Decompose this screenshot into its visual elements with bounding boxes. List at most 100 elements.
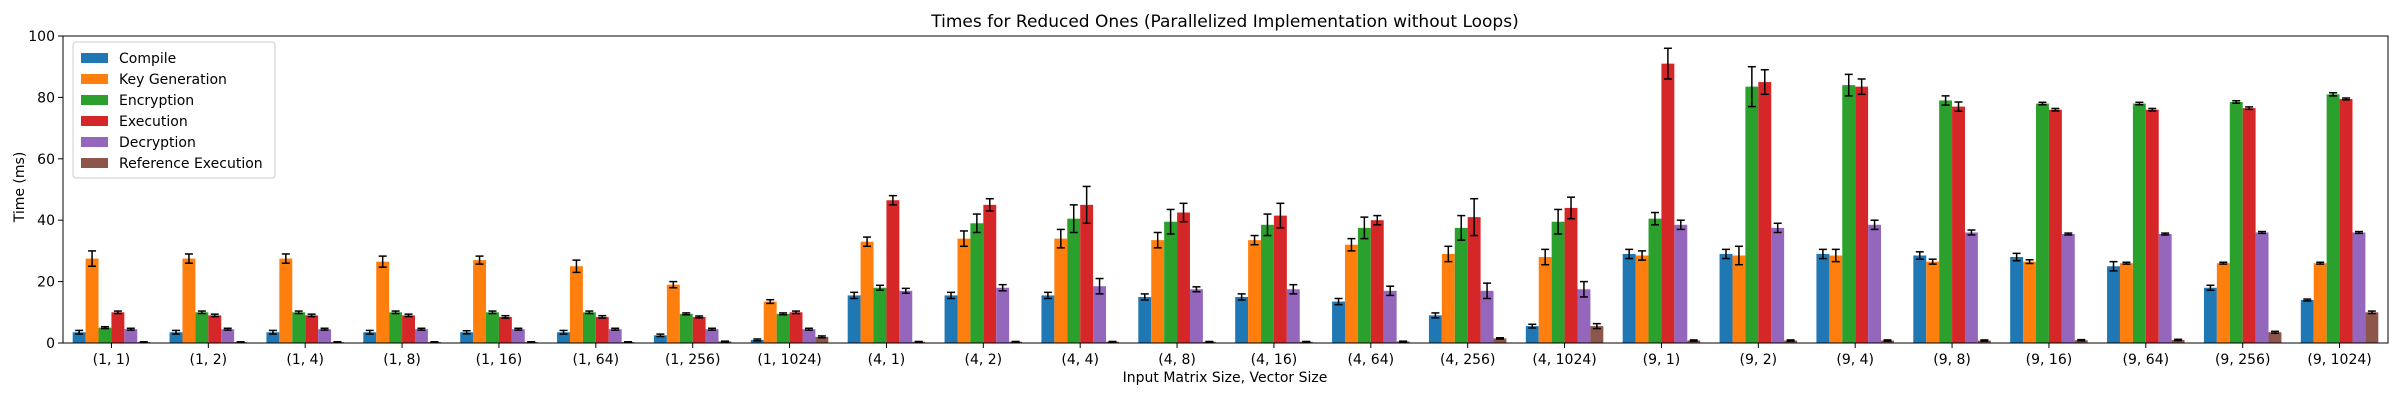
legend-swatch bbox=[81, 74, 108, 84]
bar bbox=[1286, 289, 1300, 343]
bar bbox=[1913, 255, 1927, 343]
bar bbox=[1370, 220, 1384, 343]
x-tick-label: (9, 1024) bbox=[2307, 352, 2371, 368]
x-tick-label: (1, 16) bbox=[476, 352, 523, 368]
legend-label: Decryption bbox=[119, 135, 196, 151]
bar bbox=[1719, 253, 1733, 343]
x-tick-label: (9, 16) bbox=[2026, 352, 2073, 368]
bar bbox=[666, 284, 680, 343]
bar bbox=[1816, 253, 1830, 343]
bar bbox=[2145, 109, 2159, 344]
bar bbox=[473, 260, 487, 343]
bar bbox=[2352, 232, 2366, 343]
x-tick-label: (4, 8) bbox=[1158, 352, 1196, 368]
bar bbox=[2132, 103, 2146, 343]
bar bbox=[802, 329, 816, 343]
x-tick-label: (9, 256) bbox=[2215, 352, 2270, 368]
legend-label: Compile bbox=[119, 51, 176, 67]
bar bbox=[111, 312, 125, 343]
bar bbox=[1273, 215, 1287, 343]
bar bbox=[169, 332, 183, 343]
legend-swatch bbox=[81, 95, 108, 105]
bar bbox=[1151, 240, 1165, 343]
bar bbox=[1093, 286, 1107, 343]
bar bbox=[1758, 82, 1772, 344]
bar bbox=[511, 329, 525, 343]
bar bbox=[2061, 234, 2075, 343]
x-tick-label: (4, 64) bbox=[1348, 352, 1395, 368]
bar bbox=[1080, 204, 1094, 343]
bar bbox=[2010, 257, 2024, 343]
x-tick-label: (1, 256) bbox=[665, 352, 720, 368]
bar bbox=[970, 223, 984, 343]
legend-swatch bbox=[81, 53, 108, 63]
x-axis: (1, 1) (1, 2) (1, 4) (1, 8) (1, 16) (1, 64) (1… bbox=[93, 343, 2372, 368]
y-tick-label: 100 bbox=[28, 29, 55, 45]
bar bbox=[2074, 340, 2088, 343]
bar bbox=[221, 329, 235, 343]
bar bbox=[653, 335, 667, 343]
bar bbox=[1480, 290, 1494, 343]
bar bbox=[1622, 253, 1636, 343]
bar bbox=[1926, 261, 1940, 343]
bar bbox=[1577, 289, 1591, 343]
bar bbox=[1332, 301, 1345, 343]
bar bbox=[789, 312, 803, 343]
x-tick-label: (9, 8) bbox=[1933, 352, 1971, 368]
x-tick-label: (9, 4) bbox=[1836, 352, 1874, 368]
bar bbox=[1493, 338, 1507, 343]
bar bbox=[815, 336, 829, 343]
bar bbox=[2119, 263, 2133, 343]
bar bbox=[899, 290, 913, 343]
legend-label: Key Generation bbox=[119, 72, 227, 88]
bar bbox=[498, 316, 512, 343]
x-tick-label: (9, 1) bbox=[1643, 352, 1681, 368]
bar bbox=[2203, 287, 2217, 343]
bar bbox=[2242, 108, 2256, 344]
bar bbox=[1177, 212, 1190, 343]
bar bbox=[679, 313, 693, 343]
bar bbox=[1745, 86, 1759, 343]
bar bbox=[763, 301, 777, 343]
bar bbox=[1067, 218, 1081, 343]
bar bbox=[957, 238, 971, 343]
bar bbox=[944, 295, 958, 343]
bar bbox=[1054, 238, 1068, 343]
bar bbox=[1454, 227, 1468, 343]
bar bbox=[2365, 312, 2379, 343]
bar bbox=[1383, 290, 1397, 343]
bar bbox=[1248, 240, 1262, 343]
bar bbox=[2229, 102, 2243, 343]
bar bbox=[705, 329, 719, 343]
bar bbox=[363, 332, 377, 343]
y-axis: 0 20 40 60 80 100 bbox=[28, 29, 63, 352]
bar bbox=[1842, 85, 1856, 344]
bar bbox=[582, 312, 596, 343]
bar bbox=[1538, 257, 1552, 343]
y-tick-label: 60 bbox=[37, 152, 55, 168]
x-tick-label: (4, 1) bbox=[868, 352, 906, 368]
bar bbox=[486, 312, 499, 343]
x-tick-label: (1, 4) bbox=[286, 352, 324, 368]
bar bbox=[2216, 263, 2230, 343]
bar bbox=[1138, 296, 1152, 343]
bar bbox=[860, 241, 874, 343]
bar bbox=[2107, 266, 2120, 343]
x-tick-label: (9, 2) bbox=[1739, 352, 1777, 368]
error-bars-layer bbox=[75, 47, 2376, 344]
x-tick-label: (4, 2) bbox=[964, 352, 1002, 368]
x-tick-label: (1, 1024) bbox=[757, 352, 821, 368]
bar bbox=[72, 332, 86, 343]
bar bbox=[266, 332, 280, 343]
bar bbox=[208, 315, 222, 343]
bar bbox=[1648, 218, 1662, 343]
x-tick-label: (1, 2) bbox=[189, 352, 227, 368]
bar bbox=[318, 329, 332, 343]
bar bbox=[1564, 207, 1578, 343]
bar bbox=[1590, 326, 1604, 343]
y-tick-label: 40 bbox=[37, 213, 55, 229]
x-tick-label: (1, 64) bbox=[573, 352, 620, 368]
x-tick-label: (4, 4) bbox=[1061, 352, 1099, 368]
bar bbox=[1635, 255, 1649, 343]
bar bbox=[2268, 332, 2282, 343]
